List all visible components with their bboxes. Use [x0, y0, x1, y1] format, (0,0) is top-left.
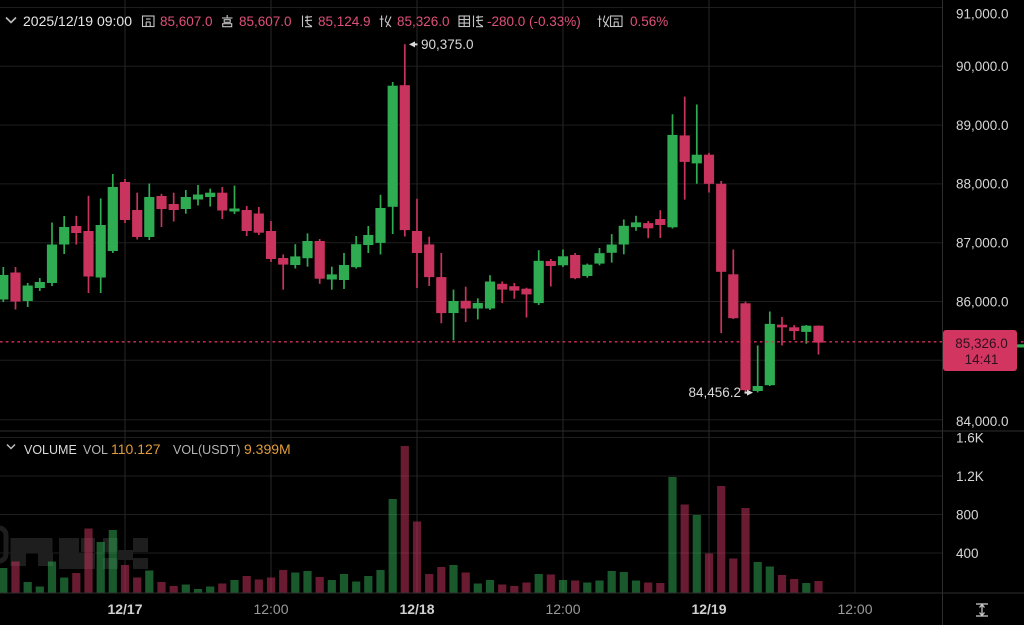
svg-text:85,124.9: 85,124.9 [318, 14, 371, 29]
svg-text:-280.0 (-0.33%): -280.0 (-0.33%) [487, 14, 581, 29]
svg-text:0.56%: 0.56% [630, 14, 668, 29]
svg-text:85,607.0: 85,607.0 [239, 14, 292, 29]
svg-text:12/17: 12/17 [107, 601, 142, 617]
svg-text:VOL(USDT): VOL(USDT) [173, 443, 240, 457]
svg-text:90,000.0: 90,000.0 [956, 59, 1009, 74]
svg-text:9.399M: 9.399M [244, 441, 291, 457]
svg-text:12/18: 12/18 [399, 601, 434, 617]
svg-text:90,375.0: 90,375.0 [421, 37, 474, 52]
svg-text:1.6K: 1.6K [956, 430, 984, 445]
svg-text:12/19: 12/19 [691, 601, 726, 617]
svg-text:89,000.0: 89,000.0 [956, 118, 1009, 133]
svg-text:84,456.2: 84,456.2 [688, 385, 741, 400]
svg-text:800: 800 [956, 507, 979, 522]
svg-text:12:00: 12:00 [545, 601, 580, 617]
svg-text:110.127: 110.127 [111, 441, 161, 457]
svg-text:85,607.0: 85,607.0 [160, 14, 213, 29]
svg-text:2025/12/19 09:00: 2025/12/19 09:00 [23, 13, 132, 29]
svg-text:400: 400 [956, 546, 979, 561]
svg-text:85,326.0: 85,326.0 [955, 336, 1008, 351]
svg-text:88,000.0: 88,000.0 [956, 177, 1009, 192]
svg-text:91,000.0: 91,000.0 [956, 6, 1009, 21]
svg-text:86,000.0: 86,000.0 [956, 294, 1009, 309]
svg-text:84,000.0: 84,000.0 [956, 414, 1009, 429]
svg-text:87,000.0: 87,000.0 [956, 236, 1009, 251]
svg-text:12:00: 12:00 [253, 601, 288, 617]
svg-text:VOLUME: VOLUME [24, 443, 77, 457]
svg-text:1.2K: 1.2K [956, 469, 984, 484]
svg-text:VOL: VOL [83, 443, 108, 457]
svg-text:14:41: 14:41 [965, 352, 999, 367]
svg-text:12:00: 12:00 [837, 601, 872, 617]
svg-text:85,326.0: 85,326.0 [397, 14, 450, 29]
